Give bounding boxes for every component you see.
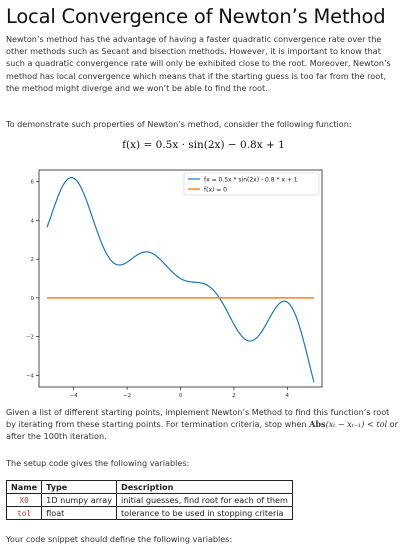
- legend-box: [183, 172, 320, 196]
- table-row: X0 1D numpy array initial guesses, find …: [5, 493, 293, 507]
- x-tick-label: −2: [123, 393, 131, 398]
- task-math: (xₜ − xₜ₋₁) < tol: [325, 419, 388, 430]
- y-tick-label: 2: [31, 257, 35, 263]
- y-tick-label: −4: [26, 373, 35, 379]
- cell-type: 1D numpy array: [41, 493, 117, 507]
- intro-paragraph: Newton’s method has the advantage of hav…: [6, 34, 391, 93]
- cell-type: float: [41, 506, 117, 520]
- function-plot: −4 −2 0 2 4 −4 −2 0 2 4 6 fx = 0.5x * sin(2x) - 0.…: [26, 169, 323, 398]
- setup-paragraph: The setup code gives the following varia…: [6, 458, 190, 468]
- y-tick-label: 6: [31, 180, 35, 186]
- x-tick-label: 4: [286, 393, 290, 398]
- legend-label-fx: fx = 0.5x * sin(2x) - 0.8 * x + 1: [204, 177, 298, 184]
- task-text-1: Given a list of different starting point…: [6, 407, 390, 430]
- cell-description: tolerance to be used in stopping criteri…: [116, 506, 293, 520]
- y-tick-label: 0: [31, 296, 35, 302]
- x-tick-label: 2: [232, 393, 236, 398]
- x-tick-label: 0: [179, 393, 183, 398]
- page-title: Local Convergence of Newton’s Method: [6, 5, 386, 28]
- x-tick-label: −4: [70, 393, 79, 398]
- header-name: Name: [5, 480, 43, 494]
- header-description: Description: [116, 480, 293, 494]
- legend: fx = 0.5x * sin(2x) - 0.8 * x + 1 f(x) =…: [183, 172, 320, 196]
- cell-name: X0: [5, 493, 43, 507]
- y-tick-label: −2: [26, 335, 34, 341]
- task-text-2: or after the 100th iteration.: [6, 419, 398, 442]
- y-tick-label: 4: [31, 218, 35, 224]
- table-header-row: Name Type Description: [5, 480, 293, 494]
- task-abs: Abs: [309, 419, 326, 430]
- demo-paragraph: To demonstrate such properties of Newton…: [6, 119, 352, 129]
- cell-description: initial guesses, find root for each of t…: [116, 493, 293, 507]
- series-line-fx: [46, 176, 315, 383]
- cell-name: tol: [5, 506, 43, 520]
- footer-paragraph: Your code snippet should define the foll…: [6, 534, 233, 544]
- table-row: tol float tolerance to be used in stoppi…: [5, 506, 293, 520]
- variables-table: Name Type Description X0 1D numpy array …: [5, 480, 293, 520]
- task-paragraph: Given a list of different starting point…: [6, 406, 401, 443]
- legend-label-zero: f(x) = 0: [204, 187, 227, 194]
- header-type: Type: [41, 480, 117, 494]
- function-formula: f(x) = 0.5x · sin(2x) − 0.8x + 1: [122, 139, 285, 151]
